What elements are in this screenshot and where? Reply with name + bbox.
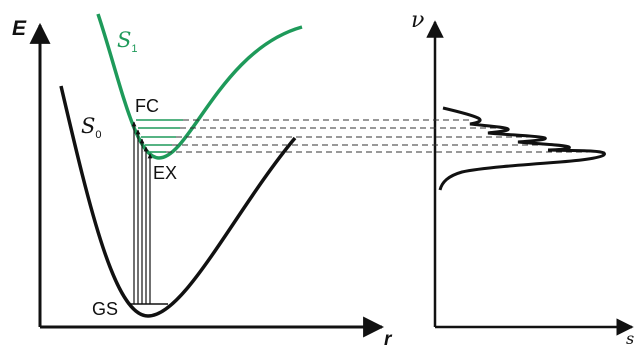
- excited-state-curve: [96, 13, 303, 160]
- frequency-axis-end-label: s: [626, 329, 635, 348]
- ground-curve-symbol: S: [81, 114, 96, 138]
- frequency-axis-label: ν: [411, 8, 425, 33]
- coordinate-axis-label: r: [384, 329, 392, 350]
- spectrum-profile: [438, 106, 606, 191]
- projection-lines: [166, 119, 588, 153]
- ground-curve-subscript: 0: [95, 129, 102, 142]
- excited-curve-symbol: S: [117, 28, 132, 52]
- excited-curve-label: S1: [117, 30, 138, 55]
- relaxed-excited-label: EX: [153, 163, 178, 183]
- ground-curve-label: S0: [81, 116, 102, 141]
- franck-condon-label: FC: [135, 96, 159, 116]
- excited-curve-subscript: 1: [131, 43, 138, 56]
- energy-axis-label: E: [12, 17, 27, 40]
- transition-arrows: [131, 121, 153, 304]
- ground-state-label: GS: [92, 299, 119, 319]
- ground-state-curve: [59, 85, 297, 318]
- excited-vibrational-levels: [136, 119, 183, 153]
